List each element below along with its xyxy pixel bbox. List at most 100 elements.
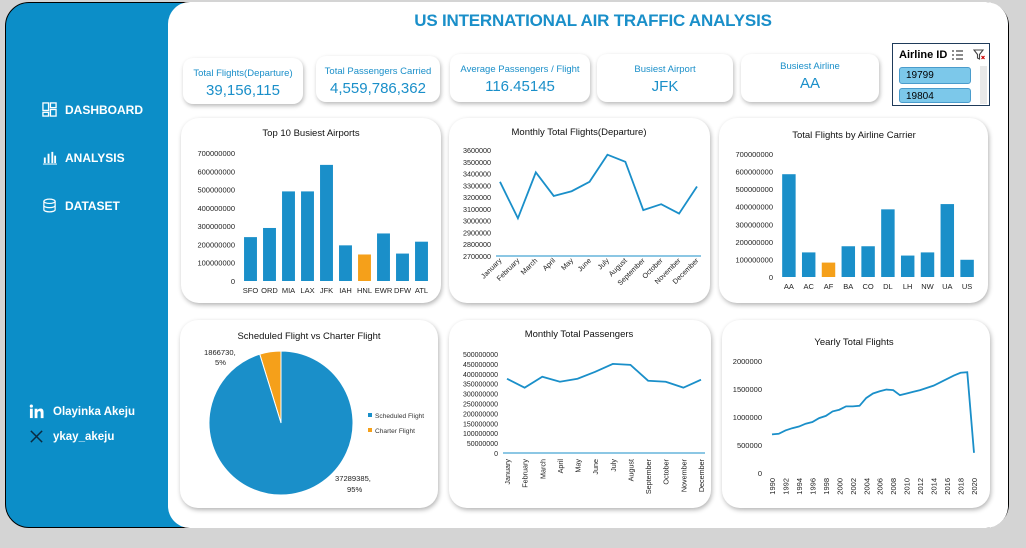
x-tick-label: December xyxy=(697,458,706,492)
x-tick-label: LAX xyxy=(300,286,314,295)
x-tick-label: LH xyxy=(903,282,913,291)
x-tick-label: 2010 xyxy=(903,478,912,495)
x-tick-label: September xyxy=(644,458,653,494)
bar-jfk xyxy=(320,164,333,281)
y-tick-label: 200000000 xyxy=(735,238,773,247)
y-tick-label: 500000000 xyxy=(463,352,498,359)
x-tick-label: IAH xyxy=(339,286,352,295)
x-tick-label: UA xyxy=(942,282,952,291)
chart-top-airports-card: Top 10 Busiest Airports 0 100000000 2000000… xyxy=(181,118,441,303)
x-tick-label: US xyxy=(962,282,972,291)
x-tick-label: DL xyxy=(883,282,893,291)
y-tick-label: 0 xyxy=(494,451,498,458)
x-tick-label: AA xyxy=(784,282,794,291)
bar-dl xyxy=(881,209,895,277)
x-tick-label: NW xyxy=(921,282,934,291)
linkedin-icon xyxy=(29,404,44,419)
y-tick-label: 2000000 xyxy=(733,357,762,366)
kpi-label: Total Flights(Departure) xyxy=(193,68,293,79)
slicer-item[interactable]: 19804 xyxy=(899,88,971,103)
series-line xyxy=(499,153,698,221)
x-tick-label: 2002 xyxy=(849,478,858,495)
x-tick-label: 1990 xyxy=(768,478,777,495)
y-tick-label: 500000 xyxy=(737,441,762,450)
y-tick-label: 450000000 xyxy=(463,362,498,369)
nav-analysis-label: ANALYSIS xyxy=(65,150,125,165)
x-tick-label: August xyxy=(626,459,635,481)
slicer-item[interactable]: 19799 xyxy=(899,67,971,84)
airline-carrier-chart: Total Flights by Airline Carrier 0 1000000… xyxy=(735,130,974,291)
x-tick-label: ORD xyxy=(261,286,278,295)
y-tick-label: 700000000 xyxy=(735,150,773,159)
x-tick-label: 2020 xyxy=(970,478,979,495)
x-tick-label: April xyxy=(541,256,558,273)
linkedin-label: Olayinka Akeju xyxy=(53,405,136,418)
chart-title: Total Flights by Airline Carrier xyxy=(792,130,916,141)
slice-pct-label: 95% xyxy=(347,485,362,494)
y-tick-label: 700000000 xyxy=(197,149,235,158)
chart-title: Scheduled Flight vs Charter Flight xyxy=(237,331,380,342)
x-tick-label: January xyxy=(503,459,512,485)
bar-dfw xyxy=(396,253,409,281)
nav-dataset[interactable]: DATASET xyxy=(42,198,120,213)
y-tick-label: 100000000 xyxy=(735,255,773,264)
slice-pct-label: 5% xyxy=(215,358,226,367)
y-tick-label: 3600000 xyxy=(463,146,491,155)
x-tick-label: July xyxy=(609,459,618,472)
nav-analysis[interactable]: ANALYSIS xyxy=(42,150,125,165)
x-icon xyxy=(30,430,43,443)
x-tick-label: JFK xyxy=(320,286,333,295)
legend-swatch xyxy=(368,428,372,432)
y-tick-label: 0 xyxy=(769,273,773,282)
series-line xyxy=(771,371,975,453)
airline-id-slicer[interactable]: Airline ID 19799 19804 xyxy=(892,43,990,106)
x-label: ykay_akeju xyxy=(53,430,115,443)
x-tick-label: June xyxy=(576,256,593,273)
bar-lax xyxy=(301,191,314,281)
bar-chart-icon xyxy=(42,151,57,165)
chart-monthly-flights-card: Monthly Total Flights(Departure) 2700000 2… xyxy=(449,118,710,303)
y-tick-label: 3400000 xyxy=(463,170,491,179)
x-tick-label: 1998 xyxy=(822,478,831,495)
bar-ua xyxy=(940,204,955,277)
chart-monthly-passengers-card: Monthly Total Passengers 0 50000000 1000000… xyxy=(449,320,711,508)
y-tick-label: 50000000 xyxy=(467,441,498,448)
chart-title: Monthly Total Flights(Departure) xyxy=(512,127,647,138)
clear-filter-icon[interactable] xyxy=(973,49,986,61)
bar-us xyxy=(960,259,974,277)
bar-aa xyxy=(782,174,796,277)
chart-title: Monthly Total Passengers xyxy=(525,329,634,340)
monthly-flights-chart: Monthly Total Flights(Departure) 2700000 2… xyxy=(463,127,701,287)
top-airports-chart: Top 10 Busiest Airports 0 100000000 2000000… xyxy=(197,128,428,295)
x-tick-label: May xyxy=(574,459,583,473)
kpi-value: 4,559,786,362 xyxy=(330,80,426,97)
y-tick-label: 400000000 xyxy=(463,372,498,379)
legend-swatch xyxy=(368,413,372,417)
y-tick-label: 250000000 xyxy=(463,402,498,409)
kpi-label: Average Passengers / Flight xyxy=(460,64,580,75)
monthly-passengers-chart: Monthly Total Passengers 0 50000000 1000000… xyxy=(463,329,706,494)
slicer-scrollbar[interactable] xyxy=(980,66,987,104)
x-link[interactable]: ykay_akeju xyxy=(29,429,114,444)
x-tick-label: CO xyxy=(862,282,873,291)
y-tick-label: 500000000 xyxy=(197,186,235,195)
y-tick-label: 1000000 xyxy=(733,413,762,422)
kpi-total-passengers: Total Passengers Carried 4,559,786,362 xyxy=(316,56,440,102)
x-tick-label: October xyxy=(662,458,671,484)
y-tick-label: 0 xyxy=(758,469,762,478)
x-tick-label: November xyxy=(679,458,688,492)
y-tick-label: 3000000 xyxy=(463,217,491,226)
x-tick-label: 2006 xyxy=(876,478,885,495)
multi-select-icon[interactable] xyxy=(951,49,964,61)
x-tick-label: February xyxy=(521,459,530,488)
scheduled-charter-chart: Scheduled Flight vs Charter Flight186673… xyxy=(204,331,424,496)
linkedin-link[interactable]: Olayinka Akeju xyxy=(29,404,135,419)
x-tick-label: MIA xyxy=(282,286,295,295)
page-title: US INTERNATIONAL AIR TRAFFIC ANALYSIS xyxy=(414,11,772,30)
nav-dashboard[interactable]: DASHBOARD xyxy=(42,102,143,117)
y-tick-label: 200000000 xyxy=(463,411,498,418)
y-tick-label: 300000000 xyxy=(197,222,235,231)
yearly-flights-chart: Yearly Total Flights 0 500000 1000000 150000… xyxy=(733,337,979,495)
x-tick-label: BA xyxy=(843,282,853,291)
kpi-label: Busiest Airport xyxy=(634,64,696,75)
